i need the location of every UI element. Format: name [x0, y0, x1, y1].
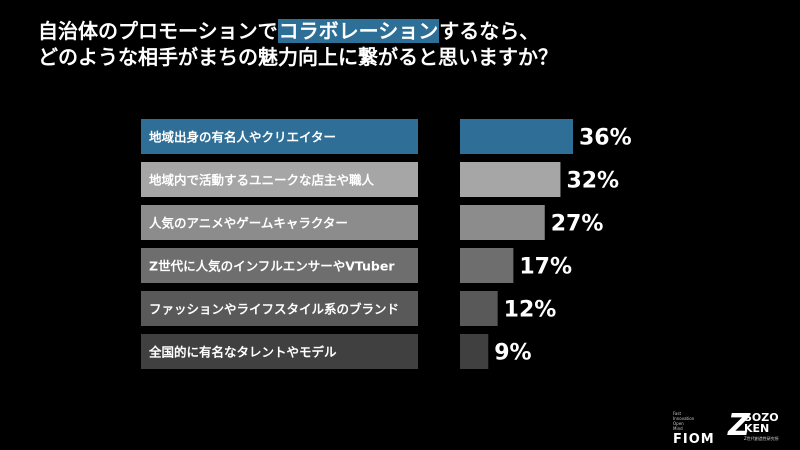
fiom-word-1: Fast [673, 411, 682, 416]
bar [460, 291, 498, 326]
bar [460, 119, 573, 154]
category-label: ファッションやライフスタイル系のブランド [149, 302, 399, 317]
title-line-1: 自治体のプロモーションでコラボレーションするなら、 [38, 18, 738, 44]
category-label-box [141, 119, 418, 154]
value-label: 27% [551, 212, 604, 237]
category-label: Z世代に人気のインフルエンサーやVTuber [149, 259, 395, 274]
title-highlight: コラボレーション [277, 19, 440, 43]
fiom-word-4: Mind [673, 426, 683, 431]
fiom-word-3: Open [673, 421, 684, 426]
sozo-text: SOZO [744, 411, 779, 424]
ken-text: KEN [744, 422, 770, 435]
category-label-box [141, 291, 418, 326]
sozo-ken-logo: Z SOZO KEN Z世代創造性研究所 [728, 410, 792, 446]
page-title: 自治体のプロモーションでコラボレーションするなら、 どのような相手がまちの魅力向… [38, 18, 738, 70]
value-label: 17% [519, 255, 572, 280]
category-label-box [141, 205, 418, 240]
value-label: 36% [579, 126, 632, 151]
category-label: 地域出身の有名人やクリエイター [149, 130, 336, 145]
title-line-1-pre: 自治体のプロモーションで [38, 19, 278, 43]
category-label: 地域内で活動するユニークな店主や職人 [149, 173, 375, 188]
value-label: 12% [504, 298, 557, 323]
category-label-box [141, 248, 418, 283]
sozo-tagline: Z世代創造性研究所 [744, 436, 779, 441]
bar [460, 248, 514, 283]
title-line-2: どのような相手がまちの魅力向上に繋がると思いますか？ [38, 45, 558, 69]
category-label: 全国的に有名なタレントやモデル [148, 345, 337, 360]
sozo-z-mark: Z [728, 408, 750, 443]
fiom-logo: Fast Innovation Open Mind FIOM [673, 411, 723, 447]
fiom-wordmark: FIOM [673, 432, 715, 447]
title-line-1-post: するなら、 [439, 19, 540, 43]
fiom-word-2: Innovation [673, 416, 695, 421]
bar [460, 334, 489, 369]
value-label: 32% [566, 169, 619, 194]
category-label-box [141, 334, 418, 369]
category-label-box [141, 162, 418, 197]
category-label: 人気のアニメやゲームキャラクター [149, 216, 348, 231]
bar [460, 205, 545, 240]
bar [460, 162, 561, 197]
value-label: 9% [494, 341, 531, 366]
